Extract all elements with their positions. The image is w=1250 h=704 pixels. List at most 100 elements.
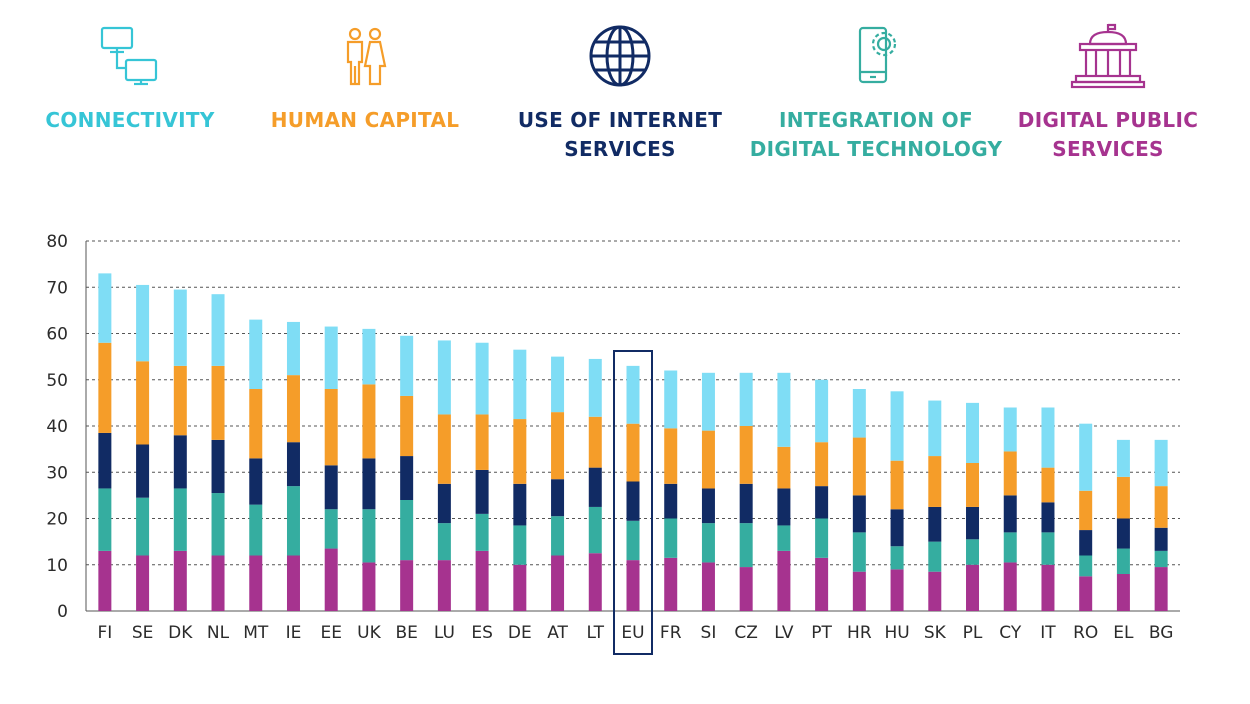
bar-segment-hu-use-of-internet-services	[890, 509, 904, 547]
bar-segment-fi-digital-public-services	[98, 550, 112, 611]
bar-segment-si-digital-public-services	[701, 562, 715, 611]
bar-segment-cy-integration-of-digital-technology	[1003, 532, 1017, 563]
bar-segment-sk-use-of-internet-services	[928, 506, 942, 542]
bar-segment-lt-human-capital	[588, 416, 602, 468]
x-tick-label-fi: FI	[97, 623, 112, 643]
bar-segment-hr-integration-of-digital-technology	[852, 532, 866, 572]
x-tick-label-el: EL	[1113, 623, 1134, 643]
x-tick-label-si: SI	[701, 623, 717, 643]
legend-label-digital-public-services: DIGITAL PUBLIC SERVICES	[1017, 108, 1199, 161]
y-tick-label: 80	[46, 232, 68, 252]
bar-segment-mt-human-capital	[249, 389, 263, 459]
bar-segment-cy-human-capital	[1003, 451, 1017, 496]
x-tick-label-lt: LT	[587, 623, 605, 643]
bar-segment-ro-human-capital	[1079, 490, 1093, 531]
bar-segment-it-connectivity	[1041, 407, 1055, 468]
bar-segment-ro-digital-public-services	[1079, 576, 1093, 611]
bar-segment-at-use-of-internet-services	[551, 479, 565, 517]
x-tick-label-pl: PL	[963, 623, 983, 643]
bar-segment-ee-integration-of-digital-technology	[324, 509, 338, 549]
bar-segment-el-human-capital	[1116, 476, 1130, 519]
bar-segment-bg-human-capital	[1154, 486, 1168, 528]
bar-segment-fi-connectivity	[98, 273, 112, 343]
x-tick-label-dk: DK	[168, 623, 193, 643]
x-tick-label-hu: HU	[884, 623, 909, 643]
bar-segment-pt-use-of-internet-services	[815, 486, 829, 519]
x-tick-label-uk: UK	[357, 623, 381, 643]
bar-segment-de-human-capital	[513, 419, 527, 484]
y-tick-label: 30	[46, 463, 68, 483]
bar-segment-dk-integration-of-digital-technology	[173, 488, 187, 551]
legend-label-integration-digital-tech: INTEGRATION OF DIGITAL TECHNOLOGY	[749, 108, 1003, 161]
bar-segment-ee-connectivity	[324, 326, 338, 389]
bar-segment-se-human-capital	[136, 361, 150, 445]
bar-segment-nl-use-of-internet-services	[211, 439, 225, 494]
bar-segment-pl-digital-public-services	[966, 564, 980, 611]
bar-segment-mt-integration-of-digital-technology	[249, 504, 263, 556]
bar-segment-es-integration-of-digital-technology	[475, 513, 489, 551]
x-tick-label-ie: IE	[286, 623, 302, 643]
bar-segment-it-integration-of-digital-technology	[1041, 532, 1055, 565]
x-tick-label-fr: FR	[660, 623, 682, 643]
bar-segment-es-human-capital	[475, 414, 489, 470]
eu-highlight-box	[613, 350, 653, 655]
bar-segment-uk-use-of-internet-services	[362, 458, 376, 510]
bar-segment-uk-digital-public-services	[362, 562, 376, 611]
bar-segment-fr-connectivity	[664, 370, 678, 429]
bar-segment-cz-connectivity	[739, 372, 753, 426]
bar-segment-eu-human-capital	[626, 423, 640, 482]
x-tick-label-ee: EE	[320, 623, 341, 643]
bar-segment-mt-digital-public-services	[249, 555, 263, 611]
bar-segment-mt-connectivity	[249, 319, 263, 389]
government-building-icon	[1070, 23, 1146, 89]
bar-segment-bg-digital-public-services	[1154, 567, 1168, 611]
bar-segment-es-connectivity	[475, 342, 489, 415]
x-tick-label-mt: MT	[243, 623, 269, 643]
bar-segment-lu-digital-public-services	[437, 560, 451, 611]
x-tick-label-lu: LU	[434, 623, 455, 643]
bar-segment-uk-connectivity	[362, 328, 376, 385]
bar-segment-si-integration-of-digital-technology	[701, 523, 715, 563]
bar-segment-uk-integration-of-digital-technology	[362, 509, 376, 563]
y-tick-label: 0	[57, 602, 68, 622]
bar-segment-dk-digital-public-services	[173, 550, 187, 611]
x-tick-label-eu: EU	[621, 623, 644, 643]
bar-segment-it-use-of-internet-services	[1041, 502, 1055, 533]
bar-segment-be-connectivity	[400, 335, 414, 396]
bar-segment-fr-human-capital	[664, 428, 678, 484]
bar-segment-hr-use-of-internet-services	[852, 495, 866, 533]
bar-segment-nl-human-capital	[211, 365, 225, 440]
bar-segment-at-integration-of-digital-technology	[551, 516, 565, 556]
x-tick-label-cz: CZ	[734, 623, 758, 643]
bar-segment-ie-use-of-internet-services	[286, 442, 300, 487]
x-tick-label-es: ES	[471, 623, 493, 643]
bar-segment-ie-human-capital	[286, 375, 300, 443]
legend-label-use-of-internet: USE OF INTERNET SERVICES	[517, 108, 723, 161]
bar-segment-ro-integration-of-digital-technology	[1079, 555, 1093, 577]
globe-icon	[589, 25, 651, 87]
bar-segment-pt-integration-of-digital-technology	[815, 518, 829, 558]
bar-segment-ie-digital-public-services	[286, 555, 300, 611]
bar-segment-el-digital-public-services	[1116, 574, 1130, 611]
bar-segment-pl-use-of-internet-services	[966, 506, 980, 540]
bar-segment-lt-integration-of-digital-technology	[588, 506, 602, 554]
bar-segment-es-use-of-internet-services	[475, 469, 489, 514]
bar-segment-be-digital-public-services	[400, 560, 414, 611]
bar-segment-at-digital-public-services	[551, 555, 565, 611]
legend-item-integration-digital-tech: INTEGRATION OF DIGITAL TECHNOLOGY	[736, 22, 1016, 164]
bar-segment-ro-use-of-internet-services	[1079, 530, 1093, 556]
bar-segment-si-connectivity	[701, 372, 715, 431]
bar-segment-es-digital-public-services	[475, 550, 489, 611]
bar-segment-pt-connectivity	[815, 379, 829, 443]
bar-segment-eu-digital-public-services	[626, 560, 640, 611]
legend-item-use-of-internet: USE OF INTERNET SERVICES	[485, 22, 755, 164]
bar-segment-ee-digital-public-services	[324, 548, 338, 611]
bar-segment-at-human-capital	[551, 412, 565, 480]
bar-segment-hr-digital-public-services	[852, 571, 866, 611]
bar-segment-lt-use-of-internet-services	[588, 467, 602, 507]
computer-network-icon	[100, 26, 158, 86]
bar-segment-cz-human-capital	[739, 426, 753, 484]
x-tick-label-nl: NL	[207, 623, 230, 643]
